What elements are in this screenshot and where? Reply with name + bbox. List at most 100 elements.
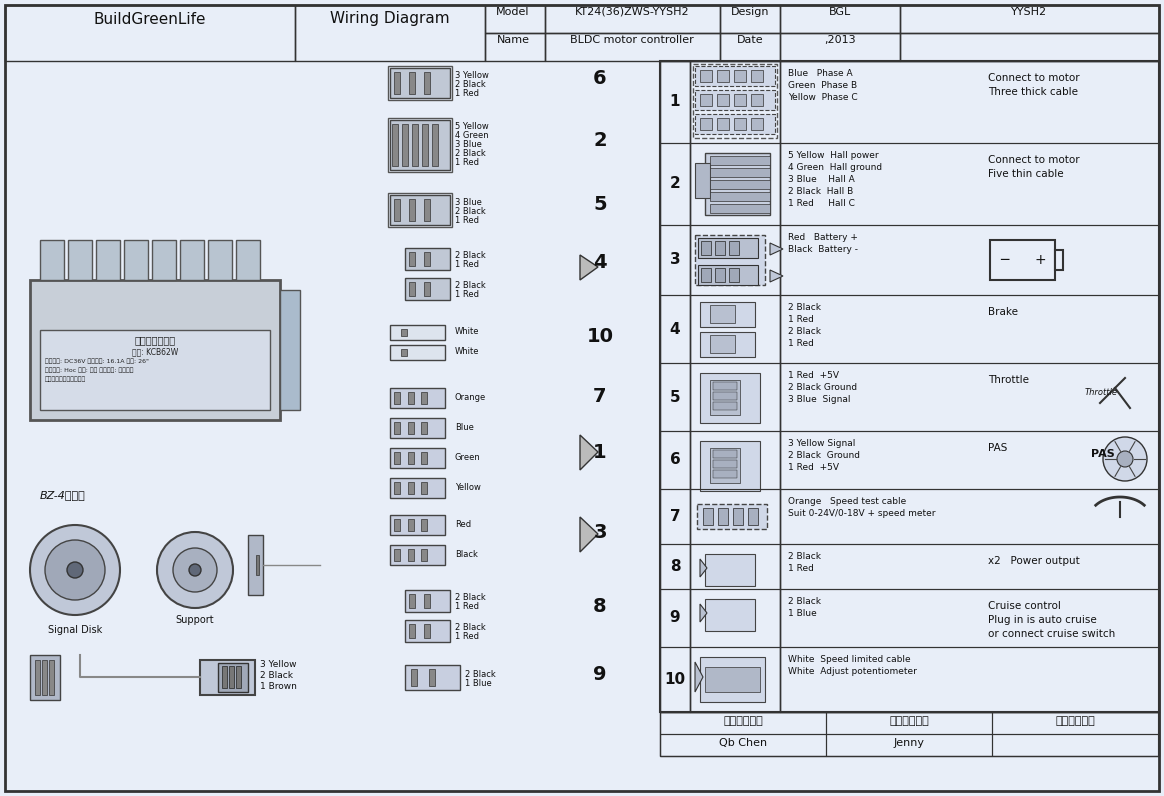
Bar	[281, 290, 300, 410]
Bar	[660, 431, 1159, 489]
Text: 5 Yellow: 5 Yellow	[455, 122, 489, 131]
Text: 2 Black: 2 Black	[788, 327, 821, 336]
Bar	[710, 448, 740, 483]
Bar	[390, 545, 445, 565]
Text: 4 Green: 4 Green	[455, 131, 489, 140]
Bar	[248, 535, 263, 595]
Bar	[710, 168, 771, 177]
Text: BZ-4传感器: BZ-4传感器	[40, 490, 86, 500]
Bar	[208, 240, 232, 280]
Bar	[218, 663, 248, 692]
Bar	[393, 452, 400, 464]
Text: 1 Brown: 1 Brown	[260, 682, 297, 691]
Text: 1 Red: 1 Red	[788, 564, 814, 573]
Polygon shape	[695, 662, 703, 692]
Bar	[695, 66, 775, 86]
Bar	[714, 382, 737, 390]
Bar	[695, 114, 775, 134]
Bar	[485, 5, 545, 33]
Text: 输入电压: DC36V 额定电流: 16.1A 轮径: 26": 输入电压: DC36V 额定电流: 16.1A 轮径: 26"	[45, 358, 149, 364]
Text: 2 Black Ground: 2 Black Ground	[788, 383, 857, 392]
Bar	[425, 594, 431, 608]
Text: 2 Black: 2 Black	[455, 593, 485, 602]
Text: BGL: BGL	[829, 7, 851, 17]
Bar	[407, 422, 413, 434]
Bar	[388, 118, 452, 172]
Text: ,2013: ,2013	[824, 35, 856, 45]
Text: 2 Black: 2 Black	[455, 251, 485, 260]
Bar	[402, 124, 409, 166]
Bar	[729, 268, 739, 282]
Bar	[410, 72, 416, 94]
Bar	[390, 478, 445, 498]
Text: ─: ─	[1000, 253, 1008, 267]
Polygon shape	[580, 255, 598, 280]
Text: 3 Yellow: 3 Yellow	[260, 660, 297, 669]
Bar	[222, 666, 227, 688]
Bar	[430, 669, 435, 686]
Text: 1 Red: 1 Red	[455, 158, 480, 167]
Text: 1 Red: 1 Red	[788, 315, 814, 324]
Text: 1 Blue: 1 Blue	[788, 609, 817, 618]
Text: Plug in is auto cruise: Plug in is auto cruise	[988, 615, 1096, 625]
Text: 1 Red: 1 Red	[455, 290, 480, 299]
Bar	[411, 669, 417, 686]
Bar	[700, 302, 755, 327]
Text: 3 Yellow Signal: 3 Yellow Signal	[788, 439, 856, 448]
Bar	[407, 519, 413, 531]
Text: 审核（日期）: 审核（日期）	[889, 716, 929, 726]
Bar	[405, 665, 460, 690]
Bar	[700, 70, 712, 82]
Bar	[390, 120, 450, 170]
Text: 8: 8	[594, 598, 606, 616]
Text: KT24(36)ZWS-YYSH2: KT24(36)ZWS-YYSH2	[575, 7, 689, 17]
Circle shape	[157, 532, 233, 608]
Text: Throttle: Throttle	[1085, 388, 1117, 397]
Bar	[710, 305, 734, 323]
Text: Five thin cable: Five thin cable	[988, 169, 1064, 179]
Circle shape	[68, 562, 83, 578]
Bar	[390, 515, 445, 535]
Bar	[748, 508, 758, 525]
Bar	[425, 282, 431, 296]
Bar	[714, 392, 737, 400]
Bar	[715, 241, 725, 255]
Text: 4: 4	[669, 322, 680, 337]
Bar	[660, 712, 1159, 756]
Bar	[390, 388, 445, 408]
Bar	[700, 332, 755, 357]
Text: 7: 7	[669, 509, 680, 524]
Text: 3 Blue: 3 Blue	[455, 140, 482, 149]
Bar	[30, 655, 61, 700]
Text: 1 Red  +5V: 1 Red +5V	[788, 371, 839, 380]
Text: Blue   Phase A: Blue Phase A	[788, 69, 852, 78]
Bar	[695, 163, 710, 198]
Text: 1 Red: 1 Red	[455, 216, 480, 225]
Bar	[393, 422, 400, 434]
Bar	[717, 70, 729, 82]
Text: 2 Black: 2 Black	[788, 552, 821, 561]
Bar	[700, 373, 760, 423]
Text: Date: Date	[737, 35, 764, 45]
Text: Qb Chen: Qb Chen	[719, 738, 767, 748]
Text: 会签（日期）: 会签（日期）	[1055, 716, 1095, 726]
Text: 2 Black  Hall B: 2 Black Hall B	[788, 187, 853, 196]
Bar	[705, 153, 771, 215]
Text: Black  Battery -: Black Battery -	[788, 245, 858, 254]
Bar	[236, 240, 260, 280]
Bar	[405, 248, 450, 270]
Bar	[421, 482, 427, 494]
Text: Suit 0-24V/0-18V + speed meter: Suit 0-24V/0-18V + speed meter	[788, 509, 936, 518]
Bar	[733, 508, 743, 525]
Text: Design: Design	[731, 7, 769, 17]
Text: Black: Black	[455, 550, 478, 559]
Text: 4 Green  Hall ground: 4 Green Hall ground	[788, 163, 882, 172]
Bar	[425, 199, 431, 221]
Bar	[421, 452, 427, 464]
Bar	[734, 118, 746, 130]
Bar	[714, 460, 737, 468]
Text: Red: Red	[455, 520, 471, 529]
Bar	[701, 268, 711, 282]
Text: 3 Blue: 3 Blue	[455, 198, 482, 207]
Text: Signal Disk: Signal Disk	[48, 625, 102, 635]
